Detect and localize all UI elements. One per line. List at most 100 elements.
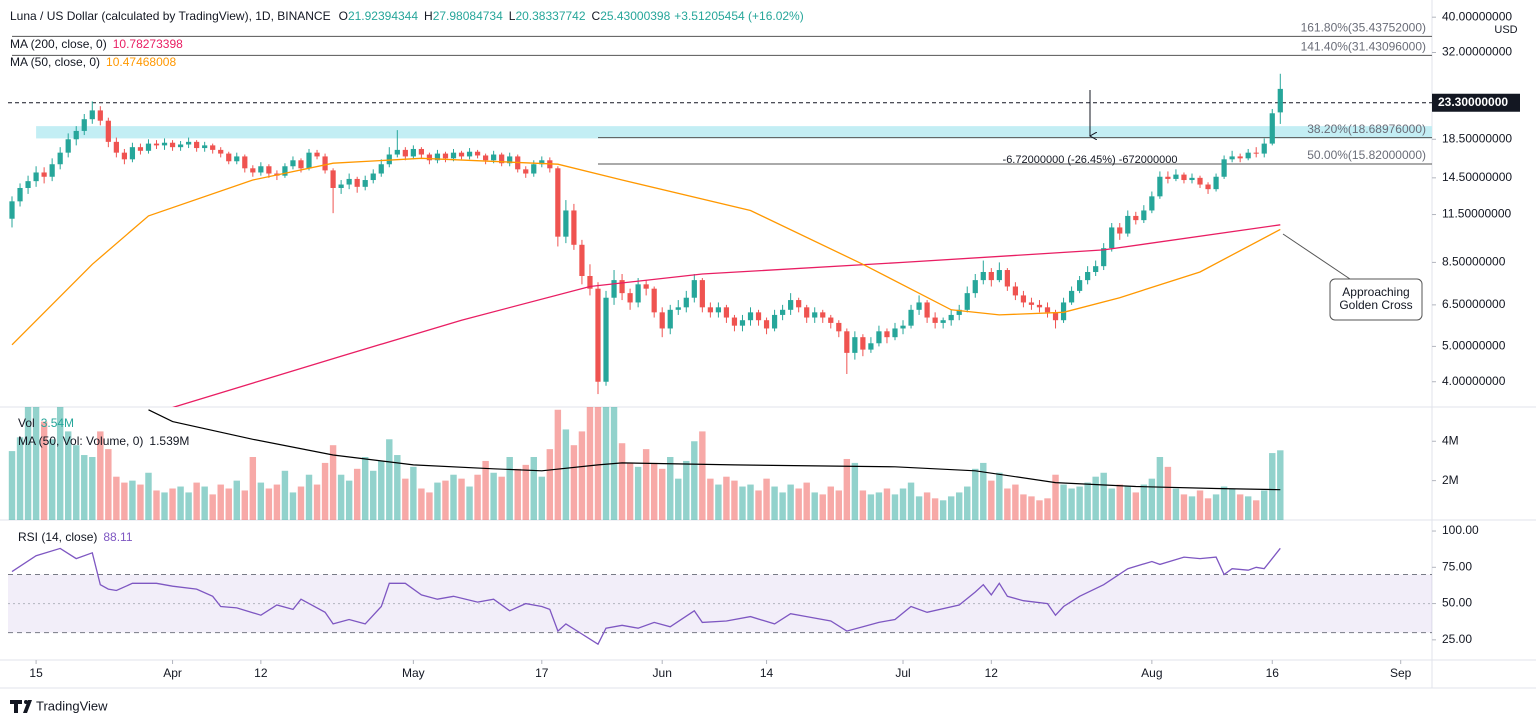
candle-body xyxy=(571,210,577,245)
candle-body xyxy=(1197,177,1203,185)
candle-body xyxy=(1125,215,1131,234)
series-line xyxy=(172,224,1281,407)
candle-body xyxy=(739,320,746,326)
volume-bar xyxy=(658,468,666,520)
volume-bar xyxy=(137,484,144,520)
volume-bar xyxy=(835,490,843,520)
candle-body xyxy=(731,317,738,326)
fib-label: 50.00%(15.82000000) xyxy=(1307,148,1426,162)
candle-body xyxy=(49,164,55,177)
volume-bar xyxy=(562,429,570,520)
candle-body xyxy=(121,152,128,160)
volume-bar xyxy=(217,484,224,520)
y-tick-label: 40.00000000 xyxy=(1442,9,1512,23)
candle-body xyxy=(707,307,713,313)
y-tick-label: 100.00 xyxy=(1442,523,1479,537)
candle-body xyxy=(1077,280,1083,291)
volume-bar xyxy=(1228,488,1236,520)
candle-body xyxy=(763,320,770,329)
volume-bar xyxy=(667,457,674,520)
candle-body xyxy=(394,149,400,155)
volume-bar xyxy=(972,468,979,520)
y-tick-label: 8.50000000 xyxy=(1442,255,1506,269)
volume-bar xyxy=(522,464,529,520)
legend-value: 10.78273398 xyxy=(113,37,183,51)
volume-bar xyxy=(1204,498,1212,520)
volume-bar xyxy=(1012,484,1019,520)
volume-bar xyxy=(225,488,232,520)
volume-bar xyxy=(129,480,136,520)
legend-name: MA (50, Vol: Volume, 0) xyxy=(18,434,143,448)
footer-brand: TradingView xyxy=(36,698,108,713)
volume-bar xyxy=(642,449,650,520)
volume-bar xyxy=(402,478,409,520)
volume-bar xyxy=(964,486,971,520)
candle-body xyxy=(378,164,384,174)
candle-body xyxy=(1117,227,1123,234)
legend-name: RSI (14, close) xyxy=(18,530,97,544)
candle-body xyxy=(659,312,665,329)
volume-bar xyxy=(923,492,931,520)
volume-bar xyxy=(442,480,449,520)
candle-body xyxy=(1020,295,1027,303)
candle-body xyxy=(908,309,914,326)
candle-body xyxy=(97,110,103,121)
candle-body xyxy=(1068,290,1075,303)
volume-bar xyxy=(257,482,265,520)
candle-body xyxy=(699,280,705,308)
volume-bar xyxy=(1028,496,1035,520)
fib-label: 161.80%(35.43752000) xyxy=(1301,21,1426,35)
volume-bar xyxy=(1116,484,1123,520)
y-tick-label: 2M xyxy=(1442,473,1459,487)
volume-bar xyxy=(691,441,698,520)
candle-body xyxy=(1149,196,1155,211)
volume-bar xyxy=(779,492,786,520)
volume-bar xyxy=(153,490,160,520)
x-tick-label: 14 xyxy=(760,666,774,680)
candle-body xyxy=(755,312,762,321)
series-line xyxy=(11,157,1281,346)
candle-body xyxy=(137,147,144,151)
x-tick-label: 15 xyxy=(29,666,43,680)
legend-name: MA (50, close, 0) xyxy=(10,55,100,69)
volume-bar xyxy=(289,492,297,520)
candle-body xyxy=(386,154,392,165)
y-tick-label: 4M xyxy=(1442,433,1459,447)
volume-bar xyxy=(875,492,883,520)
candle-body xyxy=(499,154,505,164)
candle-body xyxy=(346,178,352,185)
candle-body xyxy=(667,309,673,329)
ohlc-key: O xyxy=(339,9,348,23)
candle-body xyxy=(836,322,842,332)
candle-body xyxy=(194,141,200,149)
candle-body xyxy=(370,173,376,181)
candle-body xyxy=(507,156,513,164)
candle-body xyxy=(1277,88,1283,113)
candle-body xyxy=(442,153,449,159)
candle-body xyxy=(1173,174,1179,179)
candle-body xyxy=(892,328,898,338)
volume-bar xyxy=(803,482,810,520)
volume-bar xyxy=(530,457,537,520)
candle-body xyxy=(298,160,304,169)
candle-body xyxy=(539,160,545,165)
x-tick-label: 12 xyxy=(254,666,268,680)
candle-body xyxy=(354,178,360,187)
volume-bar xyxy=(105,449,112,520)
candle-body xyxy=(651,288,657,313)
candle-body xyxy=(531,164,537,174)
candle-body xyxy=(1036,304,1043,308)
candle-body xyxy=(338,184,344,188)
volume-bar xyxy=(915,496,923,520)
callout-text: Approaching xyxy=(1342,285,1409,299)
volume-bar xyxy=(843,458,851,520)
volume-pane xyxy=(8,407,1284,520)
volume-bar xyxy=(434,482,441,520)
candle-body xyxy=(73,130,79,140)
volume-bar xyxy=(1180,494,1188,520)
volume-bar xyxy=(24,407,32,520)
candle-body xyxy=(491,154,497,161)
candle-body xyxy=(1004,270,1010,287)
plot-layer: 161.80%(35.43752000) 141.40%(31.43096000)… xyxy=(8,9,1520,680)
